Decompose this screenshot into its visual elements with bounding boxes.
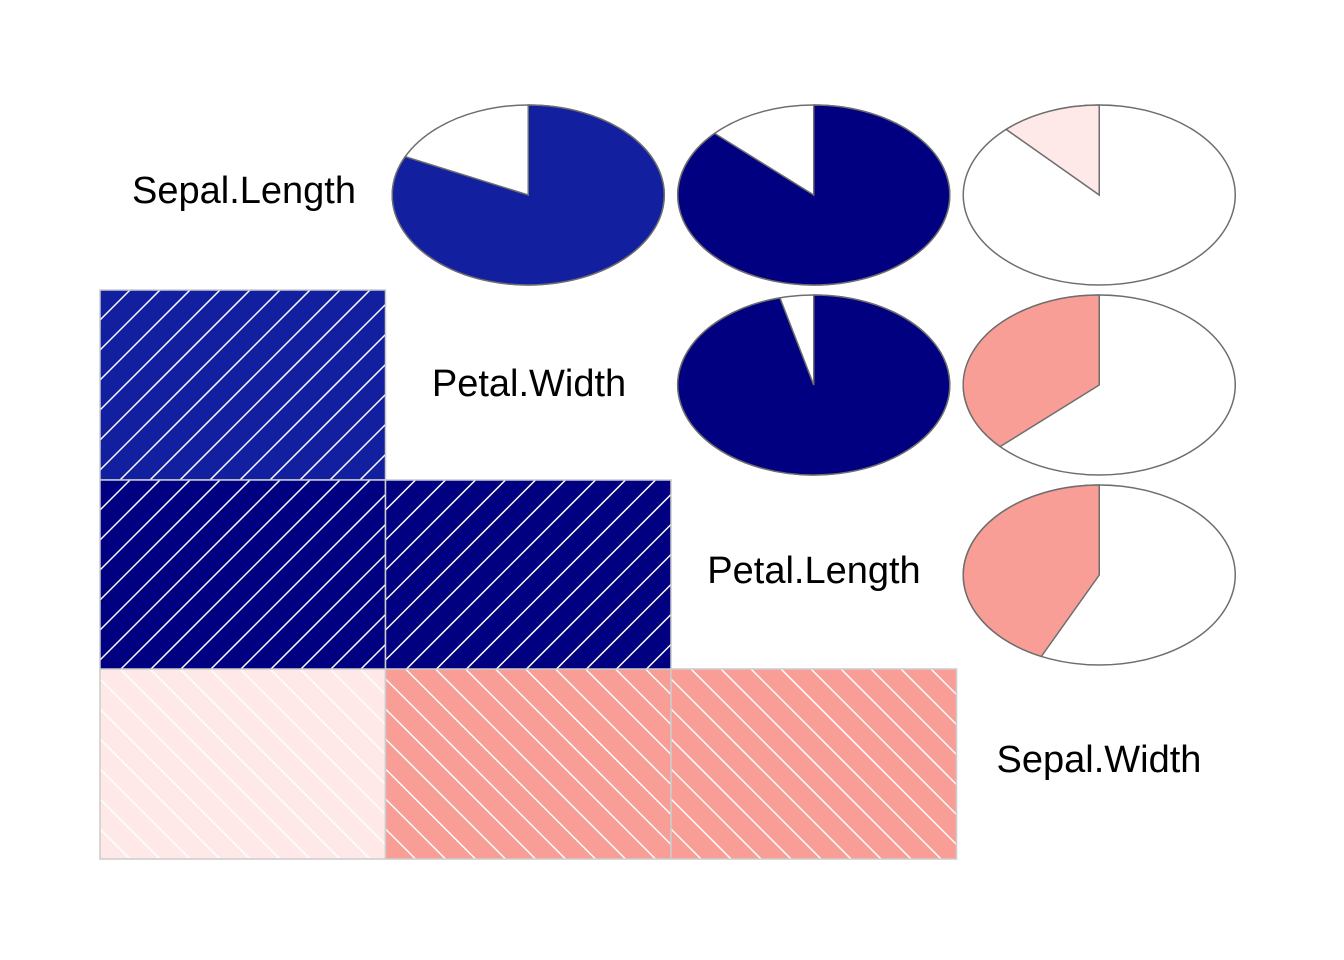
shade-fill (385, 669, 671, 859)
pie-slice (677, 104, 951, 286)
variable-label-sepal-width: Sepal.Width (997, 739, 1202, 781)
shade-petal-width-sepal-width (384, 668, 672, 860)
shade-sepal-length-sepal-width (99, 668, 387, 860)
shade-hatch (100, 290, 386, 480)
shade-sepal-length-petal-width (99, 289, 387, 481)
variable-label-petal-width: Petal.Width (432, 363, 626, 405)
shade-hatch (100, 480, 386, 670)
pie-sepal-length-petal-width (391, 104, 665, 286)
pie-slice (1004, 104, 1100, 197)
pie-slice (391, 104, 665, 286)
shade-fill (671, 669, 957, 859)
shade-fill (385, 480, 671, 670)
pie-petal-length-sepal-width (962, 484, 1236, 666)
pie-slice (962, 294, 1100, 448)
pie-sepal-length-petal-length (677, 104, 951, 286)
corrgram-cells (99, 104, 1236, 860)
shade-hatch (385, 480, 671, 670)
shade-sepal-length-petal-length (99, 479, 387, 671)
shade-petal-length-sepal-width (670, 668, 958, 860)
pie-sepal-length-sepal-width (962, 104, 1236, 286)
pie-slice (962, 484, 1100, 658)
shade-hatch (671, 669, 957, 859)
shade-fill (100, 669, 386, 859)
pie-petal-width-petal-length (677, 294, 951, 476)
pie-petal-width-sepal-width (962, 294, 1236, 476)
shade-hatch (385, 669, 671, 859)
shade-hatch (100, 669, 386, 859)
shade-fill (100, 480, 386, 670)
pie-slice (677, 294, 951, 476)
variable-label-sepal-length: Sepal.Length (132, 170, 356, 212)
shade-fill (100, 290, 386, 480)
shade-border (670, 668, 958, 860)
variable-labels: Sepal.Length Petal.Width Petal.Length Se… (132, 170, 1201, 781)
variable-label-petal-length: Petal.Length (707, 550, 920, 592)
